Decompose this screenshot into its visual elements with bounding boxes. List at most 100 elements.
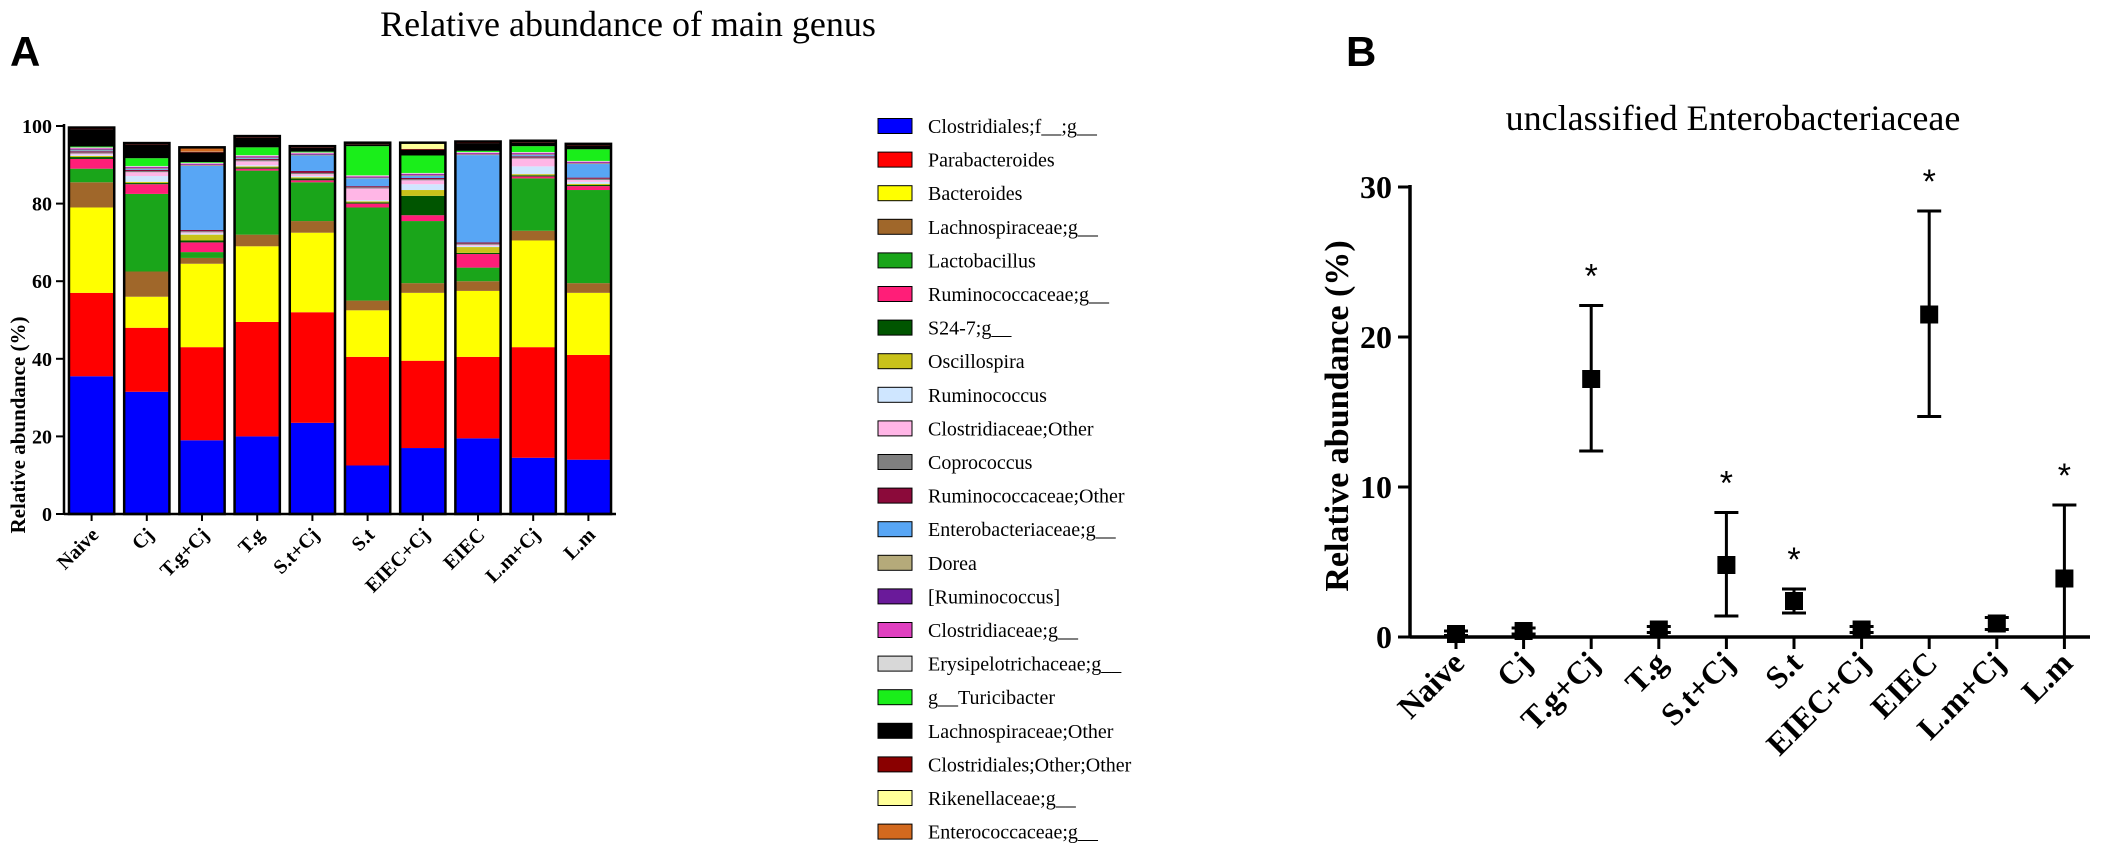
bar-segment <box>400 180 446 185</box>
bar-segment <box>68 207 115 293</box>
legend-label: Erysipelotrichaceae;g__ <box>928 654 1122 676</box>
bar-segment <box>510 153 556 155</box>
legend-label: Oscillospira <box>928 351 1025 373</box>
data-point <box>1717 556 1736 574</box>
legend-swatch <box>877 487 913 504</box>
bar-segment <box>68 150 115 152</box>
bar-segment <box>400 172 446 174</box>
bar-segment <box>400 184 446 191</box>
significance-marker: * <box>2058 457 2071 495</box>
bar-segment <box>400 143 446 149</box>
bar-segment <box>124 171 170 173</box>
bar-segment <box>179 162 225 164</box>
bar-segment <box>124 165 170 167</box>
legend-swatch <box>877 790 913 806</box>
bar-segment <box>234 156 280 158</box>
bar-segment <box>289 312 336 423</box>
bar-segment <box>124 327 170 392</box>
legend-label: g__Turicibacter <box>928 687 1055 709</box>
bar-segment <box>179 263 225 348</box>
panel-a-letter: A <box>10 28 40 75</box>
bar-segment <box>455 152 501 154</box>
bar-segment <box>234 155 280 157</box>
bar-segment <box>344 177 391 179</box>
bar-segment <box>344 310 391 357</box>
bar-segment <box>344 207 391 301</box>
bar-segment <box>565 163 612 165</box>
bar-segment <box>179 242 225 253</box>
bar-segment <box>565 149 612 161</box>
panel-b-y-axis-label: Relative abundance (%) <box>1319 240 1356 591</box>
x-tick-label: T.g <box>1618 644 1674 700</box>
legend-label: Parabacteroides <box>928 150 1055 172</box>
bar-segment <box>344 175 391 177</box>
bar-segment <box>344 203 391 208</box>
bar-segment <box>510 347 556 458</box>
bar-segment <box>455 155 501 243</box>
bar-segment <box>179 234 225 241</box>
legend-swatch <box>877 756 913 773</box>
bar-segment <box>179 165 225 166</box>
bar-segment <box>179 162 225 163</box>
bar-segment <box>510 156 556 158</box>
x-tick-label: L.m+Cj <box>481 524 544 587</box>
y-tick-label: 20 <box>32 426 52 448</box>
bar-segment <box>179 147 225 152</box>
bar-segment <box>289 176 336 178</box>
bar-segment <box>289 182 336 222</box>
bar-segment <box>234 170 280 235</box>
legend-label: Bacteroides <box>928 183 1023 205</box>
bar-segment <box>179 164 225 166</box>
bar-segment <box>400 174 446 176</box>
bar-segment <box>565 178 612 180</box>
bar-segment <box>124 193 170 272</box>
bar-segment <box>400 155 446 173</box>
bar-segment <box>179 163 225 165</box>
bar-segment <box>179 229 225 232</box>
bar-segment <box>124 176 170 182</box>
bar-segment <box>234 436 280 514</box>
bar-segment <box>455 154 501 156</box>
bar-segment <box>565 145 612 150</box>
bar-segment <box>455 267 501 282</box>
bar-segment <box>179 165 225 230</box>
bar-segment <box>510 152 556 154</box>
bar-segment <box>344 465 391 514</box>
legend-swatch <box>877 823 913 840</box>
bar-segment <box>234 234 280 247</box>
bar-segment <box>400 148 446 150</box>
x-tick-label: L.m <box>560 524 601 565</box>
bar-segment <box>289 147 336 152</box>
data-point <box>1447 625 1465 643</box>
bar-segment <box>234 168 280 171</box>
bar-segment <box>510 154 556 156</box>
x-tick-label: EIEC <box>439 524 489 574</box>
bar-segment <box>234 166 280 168</box>
bar-segment <box>124 168 170 170</box>
legend-swatch <box>877 286 913 302</box>
legend-swatch <box>877 454 913 470</box>
bar-segment <box>344 146 391 176</box>
bar-segment <box>400 448 446 514</box>
bar-segment <box>344 144 391 147</box>
bar-segment <box>289 180 336 183</box>
bar-segment <box>289 174 336 177</box>
bar-segment <box>289 155 336 172</box>
bar-segment <box>344 187 391 189</box>
bar-segment <box>400 176 446 178</box>
bar-segment <box>234 137 280 148</box>
bar-segment <box>68 151 115 153</box>
bar-segment <box>400 221 446 284</box>
bar-segment <box>565 160 612 162</box>
bar-segment <box>124 172 170 177</box>
bar-segment <box>510 240 556 348</box>
bar-segment <box>510 166 556 175</box>
bar-segment <box>400 283 446 293</box>
legend-label: Clostridiales;Other;Other <box>928 754 1132 776</box>
x-tick-label: S.t+Cj <box>1653 644 1741 732</box>
legend-swatch <box>877 252 913 269</box>
bar-segment <box>234 161 280 166</box>
bar-segment <box>179 231 225 233</box>
panel-b: B unclassified Enterobacteriaceae Relati… <box>1319 28 2090 762</box>
bar-segment <box>400 190 446 196</box>
